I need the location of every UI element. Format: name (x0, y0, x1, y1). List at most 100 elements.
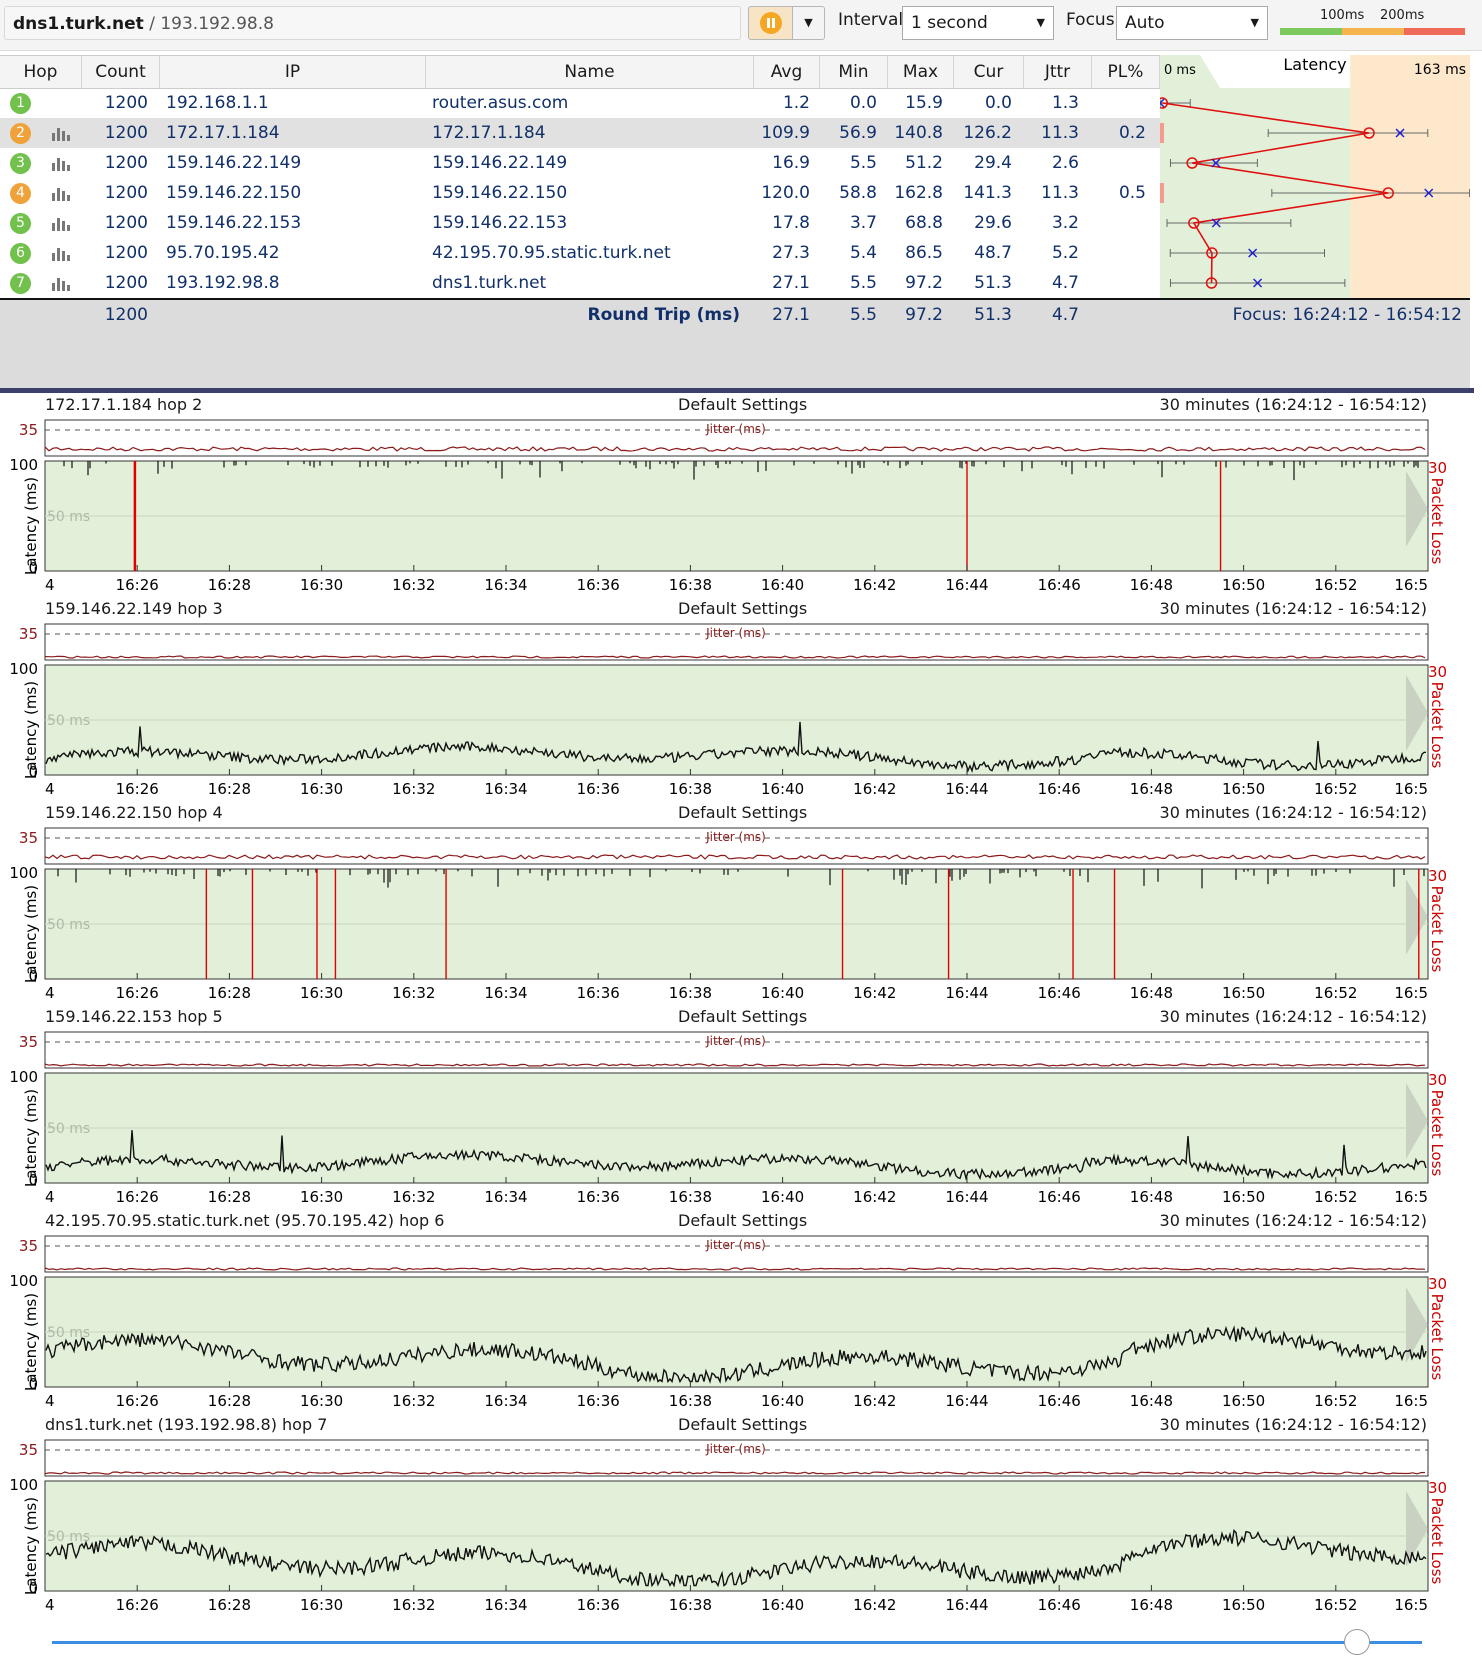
cell-count: 1200 (104, 93, 148, 113)
cell-max: 51.2 (905, 153, 943, 173)
col-hop[interactable]: Hop (0, 56, 82, 88)
x-tick-label: 16:30 (300, 1392, 343, 1410)
x-tick-label: 16:34 (484, 984, 527, 1002)
latency-zero-label: 0 (28, 967, 38, 985)
latency-avg-marker (1205, 277, 1218, 289)
cell-name: 159.146.22.150 (432, 183, 568, 203)
x-tick-label: 16:36 (577, 1188, 620, 1206)
hop-graph[interactable]: 42.195.70.95.static.turk.net (95.70.195.… (0, 1211, 1482, 1415)
pause-button[interactable] (748, 6, 793, 40)
rt-avg: 27.1 (772, 305, 810, 325)
col-avg[interactable]: Avg (754, 56, 820, 88)
bar-chart-icon[interactable] (52, 217, 70, 231)
scroll-arrow-icon (1406, 879, 1428, 955)
col-max[interactable]: Max (888, 56, 954, 88)
latency-zero-label: 0 (28, 763, 38, 781)
table-row[interactable]: 3 1200 159.146.22.149 159.146.22.149 16.9 5.5… (0, 148, 1160, 178)
splitter[interactable] (0, 388, 1474, 393)
x-tick-label: 16:42 (853, 576, 896, 594)
col-name[interactable]: Name (426, 56, 754, 88)
bar-chart-icon[interactable] (52, 247, 70, 261)
jitter-label: Jitter (ms) (705, 830, 766, 844)
x-tick-label: 16:46 (1038, 780, 1081, 798)
x-tick-label: 16:44 (945, 576, 988, 594)
cell-count: 1200 (104, 183, 148, 203)
x-tick-label: 16:32 (392, 1392, 435, 1410)
latency-current-marker (1211, 158, 1221, 168)
cell-pl (1092, 238, 1146, 268)
hop-graph-settings: Default Settings (678, 803, 808, 822)
bar-chart-icon[interactable] (52, 277, 70, 291)
table-row[interactable]: 6 1200 95.70.195.42 42.195.70.95.static.tur… (0, 238, 1160, 268)
hop-graph[interactable]: dns1.turk.net (193.192.98.8) hop 7 Defaul… (0, 1415, 1482, 1619)
target-host-field[interactable]: dns1.turk.net / 193.192.98.8 (4, 6, 741, 40)
col-pl[interactable]: PL% (1092, 56, 1160, 88)
hop-graph-title: 159.146.22.153 hop 5 (45, 1007, 223, 1026)
interval-select[interactable]: 1 second ▼ (902, 6, 1054, 40)
jitter-max-label: 35 (19, 1033, 38, 1051)
col-min[interactable]: Min (820, 56, 888, 88)
hop-graph[interactable]: 172.17.1.184 hop 2 Default Settings 30 min… (0, 395, 1482, 599)
x-tick-label: 16:30 (300, 1188, 343, 1206)
x-tick-label: 16:34 (484, 1392, 527, 1410)
timeline-slider-handle[interactable] (1344, 1629, 1370, 1655)
cell-name: 172.17.1.184 (432, 123, 546, 143)
bar-chart-icon[interactable] (52, 157, 70, 171)
table-row[interactable]: 5 1200 159.146.22.153 159.146.22.153 17.8 3.7… (0, 208, 1160, 238)
latency-axis-label: Latency (ms) (22, 681, 40, 779)
hop-graph[interactable]: 159.146.22.149 hop 3 Default Settings 30 m… (0, 599, 1482, 803)
x-tick-label: 16:52 (1314, 1596, 1357, 1614)
cell-count: 1200 (104, 273, 148, 293)
cell-ip: 95.70.195.42 (166, 243, 280, 263)
pause-dropdown-button[interactable]: ▼ (793, 6, 825, 40)
x-tick-label: 16:26 (116, 1392, 159, 1410)
latency-header-label: Latency (1283, 55, 1346, 74)
x-tick-label: 16:52 (1314, 1392, 1357, 1410)
focus-select[interactable]: Auto ▼ (1116, 6, 1268, 40)
timeline-slider[interactable] (52, 1641, 1422, 1644)
pause-icon (760, 12, 782, 34)
cell-max: 86.5 (905, 243, 943, 263)
hop-graph[interactable]: 159.146.22.150 hop 4 Default Settings 30 m… (0, 803, 1482, 1007)
loss-max-label: 30 (1428, 1275, 1447, 1293)
col-count[interactable]: Count (82, 56, 160, 88)
legend-strip (1280, 28, 1465, 35)
x-tick-label: 16:46 (1038, 1596, 1081, 1614)
cell-jttr: 11.3 (1041, 123, 1079, 143)
table-row[interactable]: 2 1200 172.17.1.184 172.17.1.184 109.9 56.9 14… (0, 118, 1160, 148)
loss-axis-label: Packet Loss (1428, 1090, 1446, 1177)
x-tick-label: 16:32 (392, 1188, 435, 1206)
x-tick-label: 16:50 (1222, 1392, 1265, 1410)
hop-graph[interactable]: 159.146.22.153 hop 5 Default Settings 30 m… (0, 1007, 1482, 1211)
x-tick-label: 16:52 (1314, 984, 1357, 1002)
jitter-line (44, 1063, 1426, 1067)
x-tick-label: 16:38 (669, 984, 712, 1002)
col-ip[interactable]: IP (160, 56, 426, 88)
table-row[interactable]: 1 1200 192.168.1.1 router.asus.com 1.2 0.0 15.… (0, 88, 1160, 118)
table-row[interactable]: 7 1200 193.192.98.8 dns1.turk.net 27.1 5.5 97.… (0, 268, 1160, 298)
latency-50ms-label: 50 ms (47, 917, 90, 933)
x-tick-label: 16:30 (300, 984, 343, 1002)
col-jttr[interactable]: Jttr (1024, 56, 1092, 88)
rt-max: 97.2 (905, 305, 943, 325)
interval-value: 1 second (911, 13, 988, 33)
hop-graph-title: 159.146.22.150 hop 4 (45, 803, 223, 822)
x-tick-label: 16:28 (208, 780, 251, 798)
latency-50ms-label: 50 ms (47, 713, 90, 729)
x-tick-label: 16:28 (208, 1596, 251, 1614)
x-tick-label: 16:42 (853, 1596, 896, 1614)
latency-series (45, 1325, 1427, 1384)
latency-50ms-label: 50 ms (47, 1121, 90, 1137)
cell-name: router.asus.com (432, 93, 569, 113)
x-tick-label: 16:34 (484, 1188, 527, 1206)
latency-50ms-label: 50 ms (47, 1325, 90, 1341)
bar-chart-icon[interactable] (52, 127, 70, 141)
bar-chart-icon[interactable] (52, 187, 70, 201)
col-cur[interactable]: Cur (954, 56, 1024, 88)
hop-graph-settings: Default Settings (678, 395, 808, 414)
table-row[interactable]: 4 1200 159.146.22.150 159.146.22.150 120.0 58… (0, 178, 1160, 208)
x-tick-label: 16:48 (1130, 576, 1173, 594)
x-tick-label: 4 (45, 576, 55, 594)
hop-graph-title: dns1.turk.net (193.192.98.8) hop 7 (45, 1415, 328, 1434)
